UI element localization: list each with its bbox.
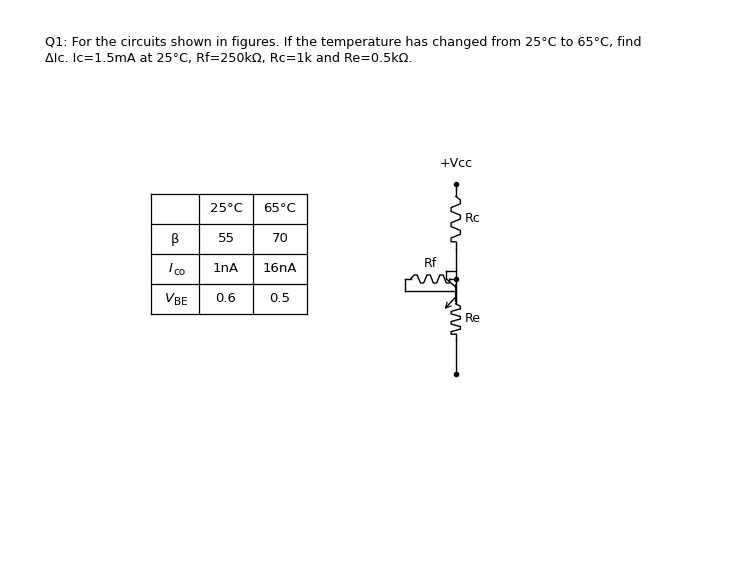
Text: ΔIc. Ic=1.5mA at 25°C, Rf=250kΩ, Rc=1k and Re=0.5kΩ.: ΔIc. Ic=1.5mA at 25°C, Rf=250kΩ, Rc=1k a… [45,52,413,65]
Text: 55: 55 [217,232,235,245]
Text: Q1: For the circuits shown in figures. If the temperature has changed from 25°C : Q1: For the circuits shown in figures. I… [45,36,641,49]
Text: 0.6: 0.6 [215,293,236,305]
Text: BE: BE [173,297,188,307]
Text: 25°C: 25°C [209,203,242,215]
Text: +Vcc: +Vcc [440,157,472,170]
Text: 70: 70 [272,232,289,245]
Text: 0.5: 0.5 [269,293,290,305]
Text: Re: Re [465,312,481,325]
Text: 65°C: 65°C [263,203,296,215]
Text: 1nA: 1nA [213,262,239,276]
Text: Rf: Rf [424,257,436,270]
Text: V: V [165,293,174,305]
Text: Rc: Rc [465,213,481,225]
Text: β: β [170,232,179,245]
Text: I: I [168,262,172,276]
Text: 16nA: 16nA [262,262,297,276]
Text: co: co [173,267,185,277]
